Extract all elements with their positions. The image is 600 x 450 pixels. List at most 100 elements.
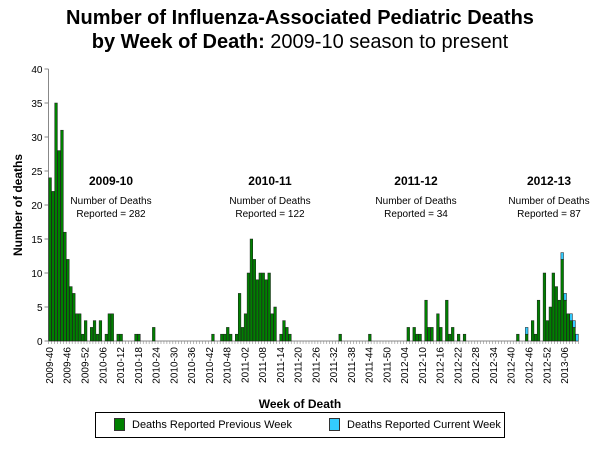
x-tick-label: 2012-34 bbox=[489, 347, 500, 384]
x-tick-label: 2011-38 bbox=[347, 347, 358, 383]
bar-previous-week bbox=[116, 333, 120, 342]
bar-previous-week bbox=[572, 327, 576, 342]
title-line2-normal: 2009-10 season to present bbox=[264, 31, 509, 53]
bar-previous-week bbox=[267, 272, 271, 342]
bar-previous-week bbox=[252, 259, 256, 342]
bar-previous-week bbox=[285, 327, 289, 342]
bar-previous-week bbox=[226, 327, 230, 342]
y-tick-label: 40 bbox=[31, 65, 43, 76]
bar-previous-week bbox=[288, 333, 292, 342]
bar-current-week bbox=[560, 252, 564, 260]
y-tick-label: 30 bbox=[31, 133, 43, 144]
x-tick-label: 2010-24 bbox=[152, 347, 163, 384]
bar-previous-week bbox=[424, 299, 428, 342]
season-label: 2012-13 bbox=[527, 174, 571, 188]
bar-previous-week bbox=[237, 293, 242, 342]
bar-current-week bbox=[572, 320, 576, 328]
y-tick-label: 35 bbox=[31, 99, 43, 110]
season-label: 2009-10 bbox=[89, 174, 133, 188]
bar-previous-week bbox=[137, 333, 141, 342]
x-tick-label: 2011-26 bbox=[311, 347, 322, 383]
bar-previous-week bbox=[445, 299, 449, 342]
legend-item-current-week: Deaths Reported Current Week bbox=[329, 418, 501, 431]
bar-previous-week bbox=[430, 327, 434, 342]
bar-previous-week bbox=[98, 320, 103, 342]
bar-previous-week bbox=[533, 333, 538, 342]
bar-previous-week bbox=[557, 299, 561, 342]
legend-swatch-blue bbox=[329, 418, 340, 431]
y-tick-label: 10 bbox=[31, 269, 43, 280]
legend-label: Deaths Reported Current Week bbox=[347, 418, 501, 431]
x-tick-label: 2010-42 bbox=[205, 347, 216, 384]
bar-previous-week bbox=[84, 320, 88, 342]
bar-previous-week bbox=[418, 333, 422, 342]
bar-previous-week bbox=[104, 333, 108, 342]
bar-previous-week bbox=[279, 333, 283, 342]
x-tick-label: 2009-40 bbox=[45, 347, 56, 384]
legend-item-previous-week: Deaths Reported Previous Week bbox=[114, 418, 292, 431]
x-tick-label: 2012-40 bbox=[507, 347, 518, 384]
season-note-line1: Number of Deaths bbox=[508, 196, 589, 207]
bar-previous-week bbox=[223, 333, 227, 342]
season-note-line2: Reported = 282 bbox=[76, 209, 146, 220]
bar-previous-week bbox=[545, 320, 549, 342]
bar-previous-week bbox=[566, 313, 570, 342]
chart-title: Number of Influenza-Associated Pediatric… bbox=[0, 6, 600, 54]
y-axis-label: Number of deaths bbox=[11, 154, 25, 256]
y-tick-label: 5 bbox=[37, 303, 43, 314]
bar-previous-week bbox=[427, 327, 431, 342]
x-tick-label: 2011-50 bbox=[382, 347, 393, 383]
bar-previous-week bbox=[69, 286, 73, 342]
x-tick-label: 2011-32 bbox=[329, 347, 340, 383]
bar-previous-week bbox=[560, 259, 564, 342]
bar-previous-week bbox=[78, 313, 82, 342]
y-tick-label: 20 bbox=[31, 201, 43, 212]
x-axis-label: Week of Death bbox=[259, 397, 341, 411]
season-label: 2011-12 bbox=[394, 174, 438, 188]
bar-previous-week bbox=[57, 150, 61, 342]
bar-previous-week bbox=[258, 272, 262, 342]
x-tick-label: 2011-08 bbox=[258, 347, 269, 383]
bar-previous-week bbox=[563, 299, 567, 342]
bar-previous-week bbox=[542, 272, 547, 342]
x-tick-label: 2012-52 bbox=[542, 347, 553, 384]
bar-current-week bbox=[569, 313, 573, 321]
bar-previous-week bbox=[72, 293, 76, 342]
bar-previous-week bbox=[451, 327, 455, 342]
bar-previous-week bbox=[63, 231, 67, 342]
bar-previous-week bbox=[81, 333, 85, 342]
x-tick-label: 2011-02 bbox=[240, 347, 251, 383]
bar-previous-week bbox=[249, 238, 253, 342]
bar-previous-week bbox=[282, 320, 286, 342]
bar-previous-week bbox=[110, 313, 114, 342]
x-tick-label: 2011-44 bbox=[365, 347, 376, 383]
legend-label: Deaths Reported Previous Week bbox=[132, 418, 292, 431]
x-tick-label: 2009-52 bbox=[81, 347, 92, 384]
y-tick-label: 0 bbox=[37, 337, 43, 348]
bar-previous-week bbox=[412, 327, 416, 342]
x-tick-label: 2010-30 bbox=[169, 347, 180, 384]
bar-previous-week bbox=[92, 320, 97, 342]
bar-previous-week bbox=[89, 327, 94, 342]
x-tick-label: 2010-12 bbox=[116, 347, 127, 384]
bar-previous-week bbox=[368, 333, 372, 342]
bar-previous-week bbox=[338, 333, 342, 342]
bar-previous-week bbox=[60, 129, 64, 342]
bar-current-week bbox=[575, 333, 579, 342]
bar-previous-week bbox=[516, 333, 520, 342]
x-tick-label: 2010-36 bbox=[187, 347, 198, 384]
season-note-line2: Reported = 122 bbox=[235, 209, 305, 220]
bar-previous-week bbox=[457, 333, 461, 342]
bar-previous-week bbox=[439, 327, 443, 342]
bar-previous-week bbox=[48, 177, 52, 342]
bar-previous-week bbox=[548, 306, 552, 342]
bar-previous-week bbox=[264, 279, 268, 342]
x-tick-label: 2012-10 bbox=[418, 347, 429, 384]
season-label: 2010-11 bbox=[248, 174, 292, 188]
bar-previous-week bbox=[134, 333, 138, 342]
season-note-line2: Reported = 34 bbox=[384, 209, 448, 220]
x-tick-label: 2011-14 bbox=[276, 347, 287, 383]
bar-previous-week bbox=[406, 327, 410, 342]
bar-previous-week bbox=[415, 333, 419, 342]
